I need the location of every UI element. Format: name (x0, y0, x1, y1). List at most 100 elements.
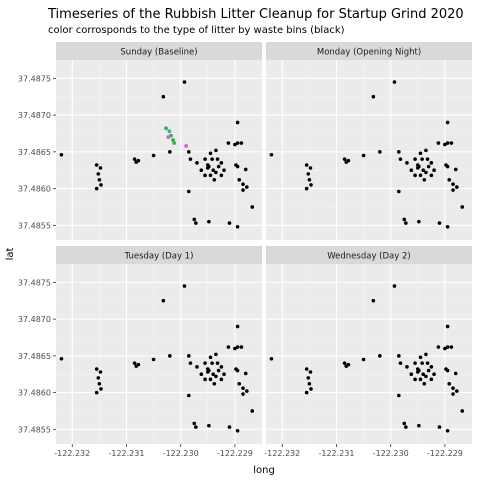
waste-bin-point (405, 161, 409, 165)
waste-bin-point (417, 219, 421, 224)
waste-bin-point (211, 168, 216, 173)
waste-bin-point (245, 185, 249, 189)
waste-bin-point (214, 352, 218, 357)
waste-bin-point (168, 150, 172, 154)
waste-bin-point (413, 361, 417, 365)
waste-bin-point (210, 361, 214, 365)
waste-bin-point (212, 177, 217, 182)
waste-bin-point (304, 163, 309, 167)
waste-bin-point (405, 365, 409, 369)
waste-bin-point (226, 141, 231, 145)
waste-bin-point (215, 157, 220, 161)
waste-bin-point (235, 120, 240, 125)
facet-strip (266, 246, 472, 264)
facet-2: Tuesday (Day 1) (56, 246, 262, 444)
x-tick-label: -122.230 (163, 449, 199, 458)
x-tick-label: -122.232 (264, 449, 300, 458)
facet-strip (56, 246, 262, 264)
waste-bin-point (418, 173, 423, 178)
waste-bin-point (344, 160, 349, 164)
litter-point (166, 135, 171, 140)
chart-title: Timeseries of the Rubbish Litter Cleanup… (47, 7, 464, 22)
waste-bin-point (227, 425, 232, 429)
waste-bin-point (241, 392, 245, 396)
waste-bin-point (432, 168, 436, 173)
facet-panel (56, 60, 262, 240)
waste-bin-point (219, 173, 224, 178)
waste-bin-point (222, 168, 226, 173)
waste-bin-point (243, 167, 248, 172)
waste-bin-point (409, 372, 414, 377)
waste-bin-point (429, 377, 434, 382)
waste-bin-point (429, 161, 434, 165)
waste-bin-point (392, 80, 397, 84)
waste-bin-point (237, 177, 242, 182)
waste-bin-point (371, 298, 376, 303)
waste-bin-point (241, 188, 245, 192)
waste-bin-point (415, 163, 420, 167)
waste-bin-point (309, 387, 313, 391)
waste-bin-point (445, 345, 450, 349)
waste-bin-point (398, 361, 403, 365)
waste-bin-point (455, 185, 459, 189)
waste-bin-point (94, 163, 99, 167)
waste-bin-point (398, 157, 403, 161)
waste-bin-point (307, 381, 312, 386)
waste-bin-point (421, 372, 426, 377)
waste-bin-point (424, 374, 428, 379)
waste-bin-point (239, 345, 244, 349)
waste-bin-point (378, 150, 382, 154)
waste-bin-point (237, 381, 242, 386)
waste-bin-point (235, 141, 240, 145)
waste-bin-point (309, 183, 313, 187)
waste-bin-point (342, 157, 347, 161)
waste-bin-point (409, 168, 414, 173)
waste-bin-point (392, 284, 397, 288)
waste-bin-point (208, 173, 213, 178)
waste-bin-point (94, 390, 99, 395)
waste-bin-point (418, 355, 423, 360)
waste-bin-point (187, 189, 191, 194)
facet-0: Sunday (Baseline) (56, 42, 262, 240)
waste-bin-point (214, 148, 218, 153)
waste-bin-point (241, 182, 245, 186)
waste-bin-point (243, 371, 248, 376)
x-tick-label: -122.232 (54, 449, 90, 458)
waste-bin-point (443, 142, 447, 147)
waste-bin-point (429, 173, 434, 178)
waste-bin-point (420, 157, 424, 161)
waste-bin-point (203, 361, 207, 365)
y-axis-title: lat (5, 248, 16, 261)
waste-bin-point (194, 425, 198, 429)
waste-bin-point (402, 217, 407, 222)
waste-bin-point (308, 166, 313, 170)
waste-bin-point (447, 381, 452, 386)
waste-bin-point (449, 345, 454, 349)
waste-bin-point (451, 392, 455, 396)
waste-bin-point (96, 376, 101, 380)
waste-bin-point (250, 205, 255, 209)
waste-bin-point (397, 393, 401, 398)
waste-bin-point (453, 167, 458, 172)
waste-bin-point (415, 367, 420, 371)
waste-bin-point (413, 173, 417, 178)
waste-bin-point (203, 377, 207, 382)
y-tick-label: 37.4875 (18, 74, 51, 83)
waste-bin-point (96, 172, 101, 176)
waste-bin-point (215, 361, 220, 365)
waste-bin-point (344, 364, 349, 368)
waste-bin-point (59, 152, 64, 157)
waste-bin-point (404, 425, 408, 429)
waste-bin-point (451, 188, 455, 192)
chart-subtitle: color corrosponds to the type of litter … (48, 25, 345, 36)
y-tick-label: 37.4870 (18, 111, 51, 120)
waste-bin-point (207, 423, 211, 428)
waste-bin-point (361, 357, 366, 362)
waste-bin-point (235, 324, 240, 329)
waste-bin-point (445, 324, 450, 329)
waste-bin-point (429, 365, 434, 369)
waste-bin-point (210, 157, 214, 161)
waste-bin-point (132, 361, 137, 365)
facet-strip-label: Wednesday (Day 2) (327, 252, 410, 262)
